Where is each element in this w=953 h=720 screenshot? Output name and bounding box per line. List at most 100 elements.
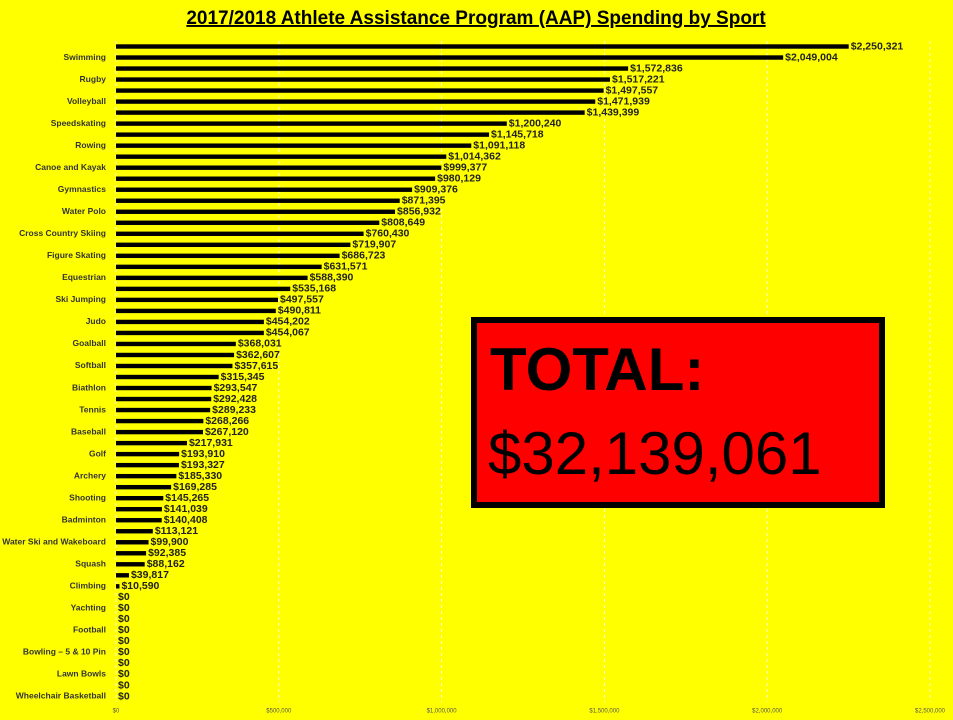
data-label: $719,907 — [352, 239, 396, 251]
data-label: $0 — [118, 679, 130, 691]
data-label: $871,395 — [402, 195, 446, 207]
bar — [116, 319, 264, 325]
data-label: $631,571 — [324, 261, 368, 273]
y-tick-label: Figure Skating — [47, 250, 106, 260]
y-tick-label: Archery — [74, 470, 106, 480]
data-label: $490,811 — [278, 305, 321, 317]
bar — [116, 551, 147, 556]
bar — [116, 154, 447, 159]
y-tick-label: Softball — [75, 360, 106, 370]
x-tick-label: $2,000,000 — [752, 709, 783, 715]
data-label: $39,817 — [131, 569, 169, 581]
data-label: $0 — [118, 646, 130, 658]
data-label: $1,014,362 — [448, 150, 501, 162]
data-label: $909,376 — [414, 184, 458, 196]
data-label: $454,067 — [266, 327, 310, 339]
y-tick-label: Swimming — [63, 52, 106, 62]
bar — [116, 507, 162, 512]
bar — [116, 396, 212, 402]
y-tick-label: Gymnastics — [58, 184, 106, 194]
data-label: $1,200,240 — [509, 117, 562, 129]
y-tick-label: Equestrian — [62, 272, 106, 282]
y-tick-label: Biathlon — [72, 382, 106, 392]
x-tick-label: $0 — [113, 709, 120, 715]
data-label: $268,266 — [205, 415, 249, 427]
bar — [116, 374, 219, 380]
data-label: $1,091,118 — [473, 139, 525, 151]
data-label: $0 — [118, 657, 130, 669]
bar — [116, 418, 204, 424]
data-label: $140,408 — [164, 514, 208, 526]
data-label: $10,590 — [121, 580, 159, 592]
total-heading: TOTAL: — [490, 336, 704, 403]
data-label: $169,285 — [173, 481, 217, 493]
y-tick-label: Football — [73, 625, 106, 635]
bar — [116, 573, 129, 578]
bar — [116, 231, 364, 236]
data-label: $292,428 — [213, 393, 257, 405]
bar — [116, 242, 351, 248]
bar — [116, 132, 490, 137]
x-tick-label: $1,000,000 — [427, 709, 458, 715]
data-label: $1,497,557 — [606, 84, 659, 96]
data-label: $368,031 — [238, 338, 282, 350]
data-label: $686,723 — [342, 250, 386, 262]
data-label: $92,385 — [148, 547, 186, 559]
y-tick-label: Water Polo — [62, 206, 106, 216]
data-label: $141,039 — [164, 503, 208, 515]
bar — [116, 286, 291, 292]
data-label: $808,649 — [381, 217, 425, 229]
data-label: $0 — [118, 690, 130, 702]
x-tick-label: $1,500,000 — [589, 709, 620, 715]
data-label: $0 — [118, 613, 130, 625]
bar — [116, 121, 507, 126]
bar — [116, 209, 396, 214]
data-label: $357,615 — [234, 360, 278, 372]
bar — [116, 518, 162, 523]
data-label: $0 — [118, 668, 130, 680]
bar — [116, 198, 400, 203]
y-tick-label: Judo — [86, 316, 106, 326]
y-tick-label: Golf — [89, 448, 106, 458]
data-label: $0 — [118, 591, 130, 603]
bar — [116, 584, 120, 589]
data-label: $362,607 — [236, 349, 280, 361]
bar — [116, 99, 596, 104]
x-tick-label: $2,500,000 — [915, 709, 946, 715]
bar — [116, 44, 849, 49]
bar — [116, 352, 235, 358]
y-tick-label: Wheelchair Basketball — [16, 691, 106, 701]
data-label: $289,233 — [212, 404, 256, 416]
total-box — [471, 317, 885, 508]
data-label: $1,517,221 — [612, 73, 665, 85]
data-label: $535,168 — [292, 283, 336, 295]
bar — [116, 253, 340, 259]
bar — [116, 77, 611, 82]
data-label: $193,327 — [181, 459, 225, 471]
data-label: $99,900 — [151, 536, 189, 548]
data-label: $1,145,718 — [491, 128, 544, 140]
bar — [116, 440, 187, 446]
y-tick-label: Canoe and Kayak — [35, 162, 106, 172]
data-label: $0 — [118, 602, 130, 614]
data-label: $856,932 — [397, 206, 441, 218]
y-tick-label: Yachting — [71, 603, 106, 613]
data-label: $315,345 — [221, 371, 265, 383]
bar — [116, 562, 145, 567]
bar — [116, 187, 413, 192]
data-label: $113,121 — [155, 525, 198, 537]
y-tick-label: Tennis — [79, 404, 106, 414]
data-label: $185,330 — [178, 470, 222, 482]
bar — [116, 341, 236, 347]
data-label: $999,377 — [443, 161, 487, 173]
bar — [116, 451, 180, 457]
bar — [116, 297, 279, 303]
bar — [116, 540, 149, 545]
y-tick-label: Climbing — [70, 581, 106, 591]
data-label: $293,547 — [214, 382, 258, 394]
bar — [116, 220, 380, 225]
data-label: $2,250,321 — [851, 40, 904, 52]
bar — [116, 143, 472, 148]
bar — [116, 275, 308, 281]
